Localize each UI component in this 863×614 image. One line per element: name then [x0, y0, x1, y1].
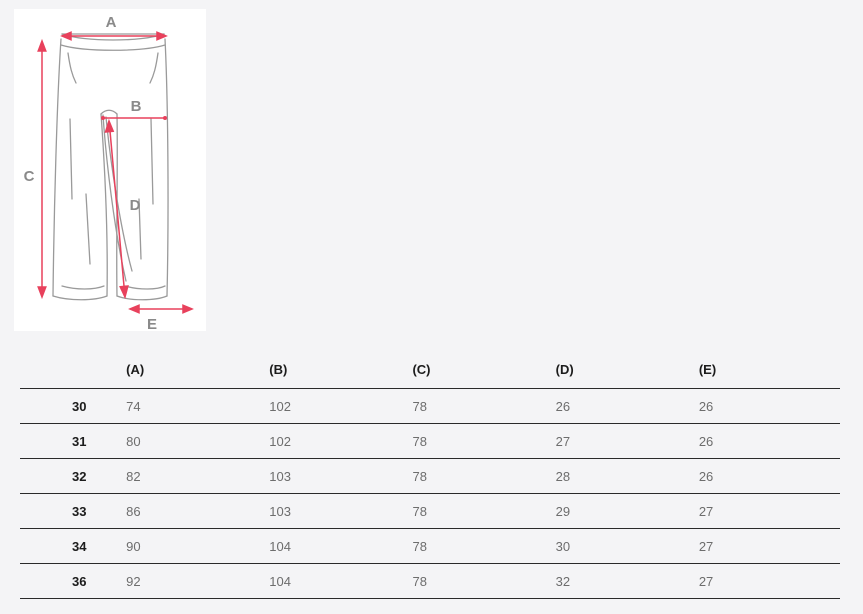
cell-size: 33 — [20, 493, 125, 529]
cell-size: 36 — [20, 563, 125, 599]
table-row: 34 90 104 78 30 27 — [20, 528, 840, 564]
cell-value-e: 26 — [696, 458, 840, 494]
cell-value-a: 80 — [124, 423, 268, 459]
cell-value-c: 78 — [410, 493, 554, 529]
cell-size: 30 — [20, 388, 125, 424]
cell-value-a: 92 — [124, 563, 268, 599]
cell-value-b: 103 — [267, 458, 411, 494]
cell-value-a: 86 — [124, 493, 268, 529]
measure-c-arrow — [37, 38, 47, 300]
measure-lines-group — [37, 31, 194, 314]
cell-value-c: 78 — [410, 423, 554, 459]
cell-value-e: 26 — [696, 423, 840, 459]
trousers-diagram-svg: A B C D E — [24, 14, 194, 331]
measure-label-c: C — [24, 168, 35, 185]
header-e: (E) — [696, 352, 840, 389]
header-e-label: (E) — [698, 361, 717, 377]
cell-value-e: 27 — [696, 528, 840, 564]
header-b: (B) — [267, 352, 411, 389]
cell-value-b: 104 — [267, 563, 411, 599]
header-c-label: (C) — [412, 361, 431, 377]
cell-value-d: 27 — [553, 423, 697, 459]
cell-value-c: 78 — [410, 528, 554, 564]
header-c: (C) — [410, 352, 554, 389]
measure-a-arrow — [60, 31, 168, 41]
garment-diagram-panel: A B C D E — [14, 9, 206, 331]
measure-e-arrow — [128, 304, 194, 314]
table-row: 31 80 102 78 27 26 — [20, 423, 840, 459]
header-a-label: (A) — [126, 361, 145, 377]
cell-size: 32 — [20, 458, 125, 494]
cell-value-d: 28 — [553, 458, 697, 494]
header-a: (A) — [124, 352, 268, 389]
cell-value-d: 26 — [553, 388, 697, 424]
measure-label-b: B — [131, 98, 142, 115]
cell-size: 34 — [20, 528, 125, 564]
header-size — [20, 352, 125, 389]
cell-value-c: 78 — [410, 563, 554, 599]
cell-value-d: 32 — [553, 563, 697, 599]
header-row: (A) (B) (C) (D) (E) — [20, 352, 840, 389]
table-row: 32 82 103 78 28 26 — [20, 458, 840, 494]
header-b-label: (B) — [269, 361, 288, 377]
cell-value-a: 90 — [124, 528, 268, 564]
cell-value-d: 29 — [553, 493, 697, 529]
cell-value-b: 102 — [267, 388, 411, 424]
measure-label-e: E — [147, 316, 157, 331]
cell-value-b: 104 — [267, 528, 411, 564]
measure-label-d: D — [130, 197, 141, 214]
size-chart-body: 30 74 102 78 26 26 31 80 102 78 27 26 32 82 103 78 28 26 3… — [20, 388, 840, 599]
measure-b-line — [101, 116, 167, 120]
cell-value-e: 27 — [696, 493, 840, 529]
cell-value-e: 26 — [696, 388, 840, 424]
table-row: 33 86 103 78 29 27 — [20, 493, 840, 529]
measure-d-arrow — [104, 118, 129, 300]
table-row: 30 74 102 78 26 26 — [20, 388, 840, 424]
cell-value-e: 27 — [696, 563, 840, 599]
cell-value-b: 102 — [267, 423, 411, 459]
cell-value-b: 103 — [267, 493, 411, 529]
cell-value-d: 30 — [553, 528, 697, 564]
measure-label-a: A — [106, 14, 117, 31]
cell-value-a: 74 — [124, 388, 268, 424]
size-chart-head: (A) (B) (C) (D) (E) — [20, 352, 840, 389]
cell-value-a: 82 — [124, 458, 268, 494]
trousers-outline-icon — [52, 33, 169, 301]
header-d: (D) — [553, 352, 697, 389]
size-chart-table: (A) (B) (C) (D) (E) 30 74 102 78 26 26 31 80 102… — [20, 352, 840, 599]
cell-size: 31 — [20, 423, 125, 459]
table-row: 36 92 104 78 32 27 — [20, 563, 840, 599]
size-chart-table-wrapper: (A) (B) (C) (D) (E) 30 74 102 78 26 26 31 80 102… — [0, 352, 863, 599]
cell-value-c: 78 — [410, 388, 554, 424]
cell-value-c: 78 — [410, 458, 554, 494]
header-d-label: (D) — [555, 361, 574, 377]
